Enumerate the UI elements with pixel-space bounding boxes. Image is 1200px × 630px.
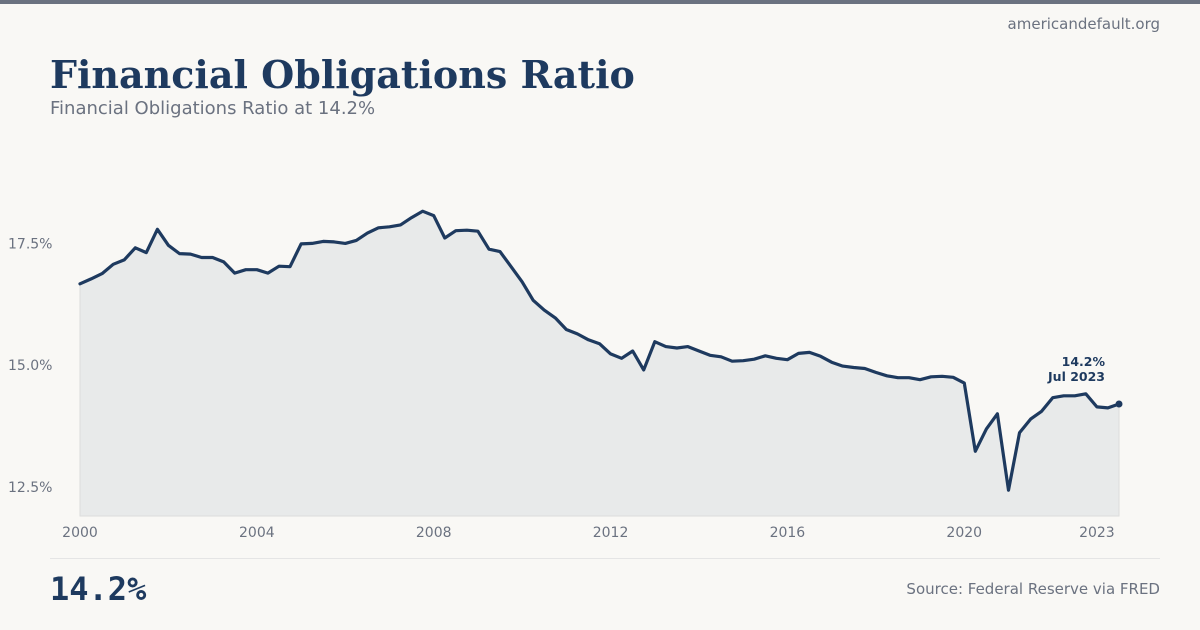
- source-note: Source: Federal Reserve via FRED: [906, 580, 1160, 598]
- site-name[interactable]: americandefault.org: [1007, 15, 1160, 33]
- footer-divider: [50, 558, 1160, 559]
- top-accent-bar: [0, 0, 1200, 4]
- x-tick-label: 2000: [62, 525, 98, 541]
- x-tick-label: 2004: [239, 525, 275, 541]
- y-tick-label: 12.5%: [8, 480, 52, 496]
- chart-subtitle: Financial Obligations Ratio at 14.2%: [50, 98, 376, 119]
- x-tick-label: 2020: [946, 525, 982, 541]
- annotation-value-label: 14.2%: [1062, 354, 1106, 369]
- annotation-date-label: Jul 2023: [1047, 369, 1105, 384]
- line-chart: 12.5% 15.0% 17.5% 2000 2004 2008 2012 2016 2020…: [8, 209, 1123, 541]
- x-tick-label: 2008: [416, 525, 452, 541]
- y-tick-label: 17.5%: [8, 236, 52, 252]
- x-tick-label: 2012: [593, 525, 629, 541]
- series-line: [78, 209, 1121, 492]
- headline-value: 14.2%: [50, 570, 147, 608]
- x-tick-label: 2023: [1079, 525, 1115, 541]
- x-tick-label: 2016: [770, 525, 806, 541]
- chart-title: Financial Obligations Ratio: [50, 52, 635, 97]
- y-tick-label: 15.0%: [8, 358, 52, 374]
- last-point-marker: [1115, 400, 1123, 408]
- series-area: [79, 210, 1120, 517]
